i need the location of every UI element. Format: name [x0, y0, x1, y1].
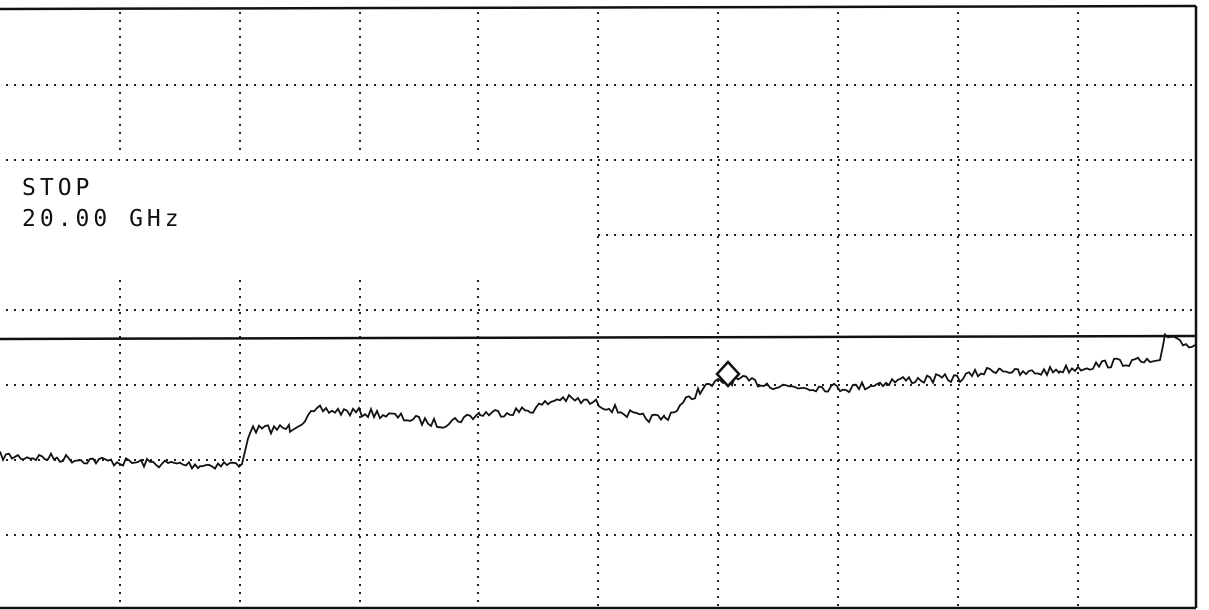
stop-label: STOP: [22, 175, 93, 201]
marker: [715, 360, 741, 388]
divider-line: [0, 334, 1197, 341]
top-border: [0, 4, 1197, 11]
trace: [0, 332, 1196, 471]
stop-value: 20.00 GHz: [22, 206, 183, 232]
grid: [6, 12, 1192, 606]
